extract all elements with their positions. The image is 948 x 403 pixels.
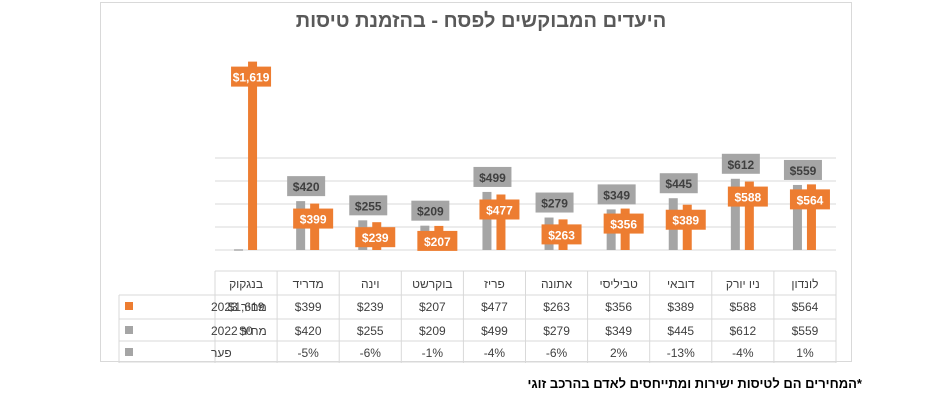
data-label-box-2022 bbox=[473, 166, 512, 187]
bar-2023 bbox=[496, 194, 506, 250]
data-label-2023: $588 bbox=[734, 191, 761, 205]
table-category: ניו יורק bbox=[726, 277, 760, 291]
data-label-box-2022 bbox=[659, 173, 698, 194]
table-cell: $263 bbox=[543, 300, 570, 314]
table-cell: $564 bbox=[792, 300, 819, 314]
data-label-2023: $477 bbox=[486, 203, 513, 217]
data-label-box-2023 bbox=[293, 208, 334, 229]
legend-label: מחיר 2022 bbox=[211, 324, 267, 338]
bar-2022 bbox=[730, 178, 740, 250]
table-category: אתונה bbox=[541, 277, 573, 291]
data-label-box-2023 bbox=[727, 186, 768, 207]
data-label-box-2022 bbox=[721, 153, 760, 174]
chart-svg: היעדים המבוקשים לפסח - בהזמנת טיסות $559 $… bbox=[118, 10, 837, 363]
data-label-2023: $239 bbox=[362, 231, 389, 245]
table-cell: $445 bbox=[667, 324, 694, 338]
data-label-2022: $499 bbox=[479, 171, 506, 185]
table-cell: -4% bbox=[484, 346, 506, 360]
table-category: פריז bbox=[484, 277, 505, 291]
table-cell: $255 bbox=[357, 324, 384, 338]
data-label-2022: $209 bbox=[417, 205, 444, 219]
table-cell: $612 bbox=[729, 324, 756, 338]
data-label-box-2023 bbox=[479, 199, 520, 220]
data-label-box-2023 bbox=[231, 66, 272, 87]
table-cell: 1% bbox=[796, 346, 814, 360]
table-cell: -1% bbox=[422, 346, 444, 360]
legend-swatch bbox=[125, 302, 133, 310]
chart-frame: היעדים המבוקשים לפסח - בהזמנת טיסות $559 $… bbox=[100, 2, 852, 363]
data-label-2023: $207 bbox=[424, 235, 451, 249]
data-label-box-2022 bbox=[535, 192, 574, 213]
table-cell: -6% bbox=[546, 346, 568, 360]
data-label-2023: $564 bbox=[797, 193, 824, 207]
table-cell: $389 bbox=[667, 300, 694, 314]
table-category: בנגקוק bbox=[229, 277, 263, 291]
table-category: בוקרשט bbox=[412, 277, 452, 291]
data-label-box-2023 bbox=[417, 230, 458, 251]
data-label-box-2023 bbox=[603, 213, 644, 234]
bar-2023 bbox=[806, 184, 816, 250]
table-cell: $239 bbox=[357, 300, 384, 314]
data-label-box-2022 bbox=[597, 184, 636, 205]
table-cell: $349 bbox=[605, 324, 632, 338]
table-category: וינה bbox=[361, 277, 380, 291]
table-cell: $207 bbox=[419, 300, 446, 314]
bar-2022 bbox=[792, 184, 802, 250]
data-label-box-2023 bbox=[665, 209, 706, 230]
table-cell: $279 bbox=[543, 324, 570, 338]
data-label-box-2022 bbox=[411, 200, 450, 221]
table-cell: $1,619 bbox=[228, 300, 265, 314]
table-cell: -4% bbox=[732, 346, 754, 360]
table-category: טביליסי bbox=[599, 277, 638, 291]
table-category: לונדון bbox=[791, 277, 818, 291]
chart-title: היעדים המבוקשים לפסח - בהזמנת טיסות bbox=[296, 10, 666, 32]
data-label-2022: $612 bbox=[727, 158, 754, 172]
table-category: מדריד bbox=[293, 277, 324, 291]
data-label-box-2022 bbox=[783, 159, 822, 180]
data-label-2022: $279 bbox=[541, 197, 568, 211]
data-label-2023: $399 bbox=[300, 213, 327, 227]
table-cell: $420 bbox=[295, 324, 322, 338]
data-label-box-2022 bbox=[287, 176, 326, 197]
bar-2022 bbox=[482, 191, 492, 250]
footnote: *המחירים הם לטיסות ישירות ומתייחסים לאדם… bbox=[527, 376, 862, 391]
legend-swatch bbox=[125, 326, 133, 334]
legend-swatch bbox=[125, 348, 133, 356]
bar-2023 bbox=[248, 61, 258, 251]
table-cell: -13% bbox=[667, 346, 695, 360]
table-cell: $209 bbox=[419, 324, 446, 338]
legend-label: פער bbox=[211, 346, 232, 360]
table-cell: -5% bbox=[297, 346, 319, 360]
table-cell: $559 bbox=[792, 324, 819, 338]
table-cell: $0 bbox=[239, 324, 253, 338]
data-label-2022: $255 bbox=[355, 199, 382, 213]
table-category: דובאי bbox=[667, 277, 695, 291]
table-cell: $499 bbox=[481, 324, 508, 338]
bar-2023 bbox=[744, 181, 754, 250]
table-cell: $588 bbox=[729, 300, 756, 314]
data-label-box-2023 bbox=[355, 227, 396, 248]
data-label-2022: $445 bbox=[665, 177, 692, 191]
table-cell: $477 bbox=[481, 300, 508, 314]
table-cell: 2% bbox=[610, 346, 628, 360]
data-label-2022: $420 bbox=[293, 180, 320, 194]
data-label-2022: $559 bbox=[790, 164, 817, 178]
table-cell: $356 bbox=[605, 300, 632, 314]
data-label-2023: $389 bbox=[672, 214, 699, 228]
data-label-box-2023 bbox=[789, 189, 830, 210]
data-label-2023: $356 bbox=[610, 218, 637, 232]
data-label-box-2023 bbox=[541, 224, 582, 245]
data-label-2022: $349 bbox=[603, 188, 630, 202]
data-label-2023: $263 bbox=[548, 228, 575, 242]
table-cell: $399 bbox=[295, 300, 322, 314]
table-cell: -6% bbox=[360, 346, 382, 360]
legend-label: מחיר 2023 bbox=[211, 300, 267, 314]
data-label-2023: $1,619 bbox=[233, 71, 270, 85]
data-label-box-2022 bbox=[349, 195, 388, 216]
